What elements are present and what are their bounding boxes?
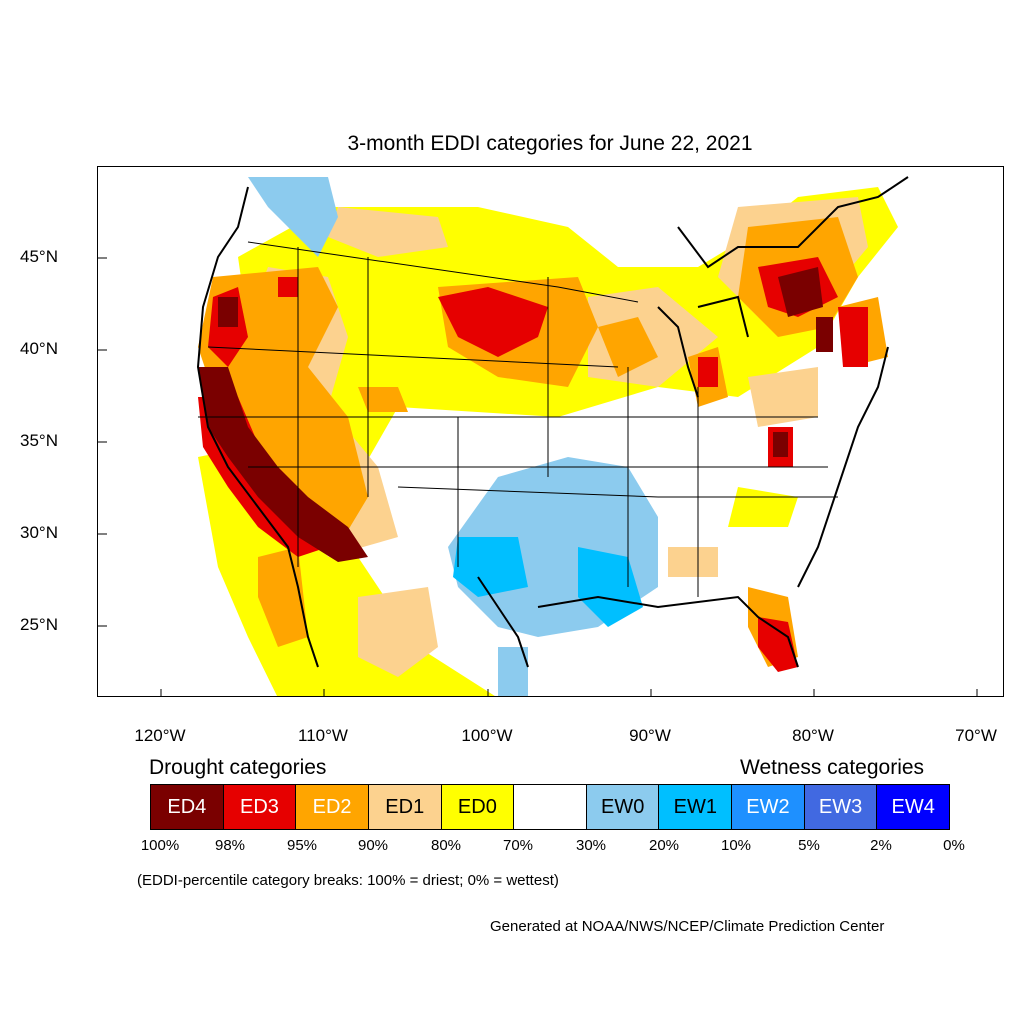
break-label: 90%: [357, 837, 389, 854]
break-label: 98%: [214, 837, 246, 854]
ew1-regions: [453, 537, 643, 627]
break-label: 2%: [870, 837, 892, 854]
break-label: 80%: [430, 837, 462, 854]
break-label: 30%: [575, 837, 607, 854]
legend-ew1: EW1: [659, 785, 733, 829]
lat-label-25: 25°N: [20, 615, 58, 634]
lon-label-70: 70°W: [955, 726, 997, 745]
lon-label-80: 80°W: [792, 726, 834, 745]
legend-ew4: EW4: [877, 785, 950, 829]
lat-label-40: 40°N: [20, 339, 58, 358]
break-label: 5%: [798, 837, 820, 854]
legend-normal: [514, 785, 587, 829]
legend-ed1: ED1: [368, 785, 442, 829]
map-title: 3-month EDDI categories for June 22, 202…: [347, 132, 753, 155]
lon-label-90: 90°W: [629, 726, 671, 745]
ed4-regions: [198, 267, 833, 562]
lon-label-110: 110°W: [298, 726, 348, 745]
legend-ed2: ED2: [296, 785, 369, 829]
legend-ed4: ED4: [151, 785, 224, 829]
coastline: [196, 176, 909, 668]
eddi-map: [98, 176, 978, 696]
legend-ed3: ED3: [223, 785, 297, 829]
lat-label-30: 30°N: [20, 523, 58, 542]
drought-heading: Drought categories: [149, 756, 327, 779]
break-label: 20%: [648, 837, 680, 854]
boundaries: [198, 241, 838, 597]
wetness-heading: Wetness categories: [740, 756, 925, 779]
break-label: 95%: [286, 837, 318, 854]
break-label: 10%: [720, 837, 752, 854]
legend-ed0: ED0: [441, 785, 515, 829]
legend-ew3: EW3: [804, 785, 878, 829]
category-note: (EDDI-percentile category breaks: 100% =…: [137, 872, 559, 889]
legend-bar: ED4 ED3 ED2 ED1 ED0 EW0 EW1 EW2 EW3 EW4: [150, 784, 950, 830]
break-label: 70%: [502, 837, 534, 854]
lat-label-45: 45°N: [20, 247, 58, 266]
break-label: 100%: [140, 837, 180, 854]
lat-label-35: 35°N: [20, 431, 58, 450]
lon-label-120: 120°W: [134, 726, 186, 745]
legend-ew0: EW0: [586, 785, 660, 829]
credit-line: Generated at NOAA/NWS/NCEP/Climate Predi…: [490, 918, 885, 935]
map-panel: [97, 166, 1004, 697]
lon-label-100: 100°W: [461, 726, 513, 745]
legend-ew2: EW2: [732, 785, 805, 829]
gridlines-lat: [98, 257, 107, 627]
gridlines-lon: [160, 689, 978, 696]
break-label: 0%: [943, 837, 965, 854]
